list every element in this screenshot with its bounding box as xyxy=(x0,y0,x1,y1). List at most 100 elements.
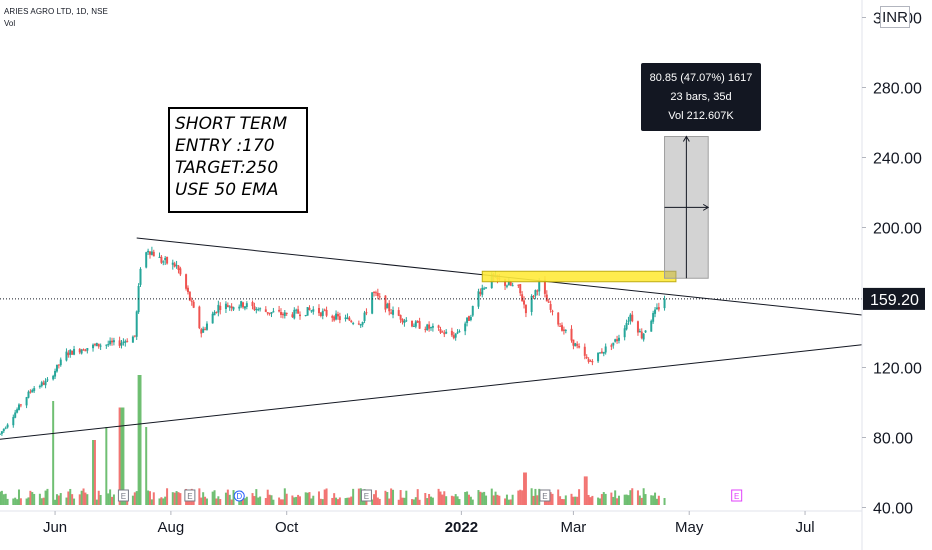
volume-bar xyxy=(266,489,269,505)
volume-bar xyxy=(458,499,461,505)
volume-bar xyxy=(177,492,180,505)
candle-body xyxy=(352,323,355,325)
volume-bar xyxy=(14,497,17,505)
dividend-marker xyxy=(233,490,245,502)
volume-bar xyxy=(418,499,421,505)
candle-body xyxy=(186,287,189,293)
volume-bar xyxy=(86,494,89,505)
drawings xyxy=(0,135,863,440)
candle-body xyxy=(636,321,639,333)
currency-badge[interactable]: INR xyxy=(880,6,910,28)
volume-bar xyxy=(82,488,85,505)
candle-body xyxy=(0,433,1,435)
last-price-label: 159.20 xyxy=(870,292,919,309)
volume-bar xyxy=(325,488,328,505)
volume-bar xyxy=(215,498,218,505)
time-tick-label: 2022 xyxy=(445,519,478,536)
volume-bar xyxy=(99,494,102,505)
measure-horizontal-arrowhead xyxy=(702,203,710,211)
volume-bar xyxy=(162,498,165,505)
candle-body xyxy=(242,302,245,308)
candle-body xyxy=(597,352,600,362)
volume-bar xyxy=(551,493,554,505)
candle-body xyxy=(591,361,594,363)
volume-indicator-label[interactable]: Vol xyxy=(4,19,16,28)
earnings-marker xyxy=(539,489,551,502)
candle-body xyxy=(469,316,472,321)
candle-body xyxy=(4,427,7,429)
candle-body xyxy=(483,288,486,290)
earnings-marker xyxy=(360,489,372,502)
volume-bar xyxy=(598,498,601,505)
volume-bar xyxy=(109,489,112,505)
candle-body xyxy=(259,308,262,310)
volume-bar xyxy=(65,497,68,505)
candle-body xyxy=(304,315,307,317)
volume-bar xyxy=(388,498,391,505)
volume-bar xyxy=(80,490,83,505)
price-axis[interactable]: 40.0080.00120.00200.00240.00280.00320.00… xyxy=(862,11,925,518)
candle-body xyxy=(245,303,248,307)
candle-body xyxy=(226,305,229,308)
candle-body xyxy=(131,336,134,343)
volume-bar xyxy=(481,492,484,505)
volume-bar xyxy=(95,499,98,505)
candle-body xyxy=(281,313,284,316)
volume-bar xyxy=(498,495,501,505)
candle-body xyxy=(557,312,560,325)
candle-body xyxy=(152,251,155,257)
volume-bar xyxy=(145,427,148,505)
volume-bar xyxy=(59,493,62,505)
symbol-title[interactable]: ARIES AGRO LTD, 1D, NSE xyxy=(4,7,108,16)
volume-bar xyxy=(412,499,415,505)
volume-bar xyxy=(585,476,588,505)
volume-bar xyxy=(640,497,643,505)
trade-note-box: SHORT TERM ENTRY :170 TARGET:250 USE 50 … xyxy=(168,107,308,213)
volume-bar xyxy=(625,494,628,505)
event-marker-label: E xyxy=(187,492,192,501)
volume-bar xyxy=(430,496,432,505)
candle-body xyxy=(73,349,76,355)
last-price-badge xyxy=(863,287,925,310)
volume-bar xyxy=(655,498,658,505)
candle-body xyxy=(509,281,512,286)
candle-body xyxy=(392,309,395,315)
candle-body xyxy=(92,344,95,349)
volume-bar xyxy=(631,488,634,505)
volume-bar xyxy=(173,492,176,505)
volume-bar xyxy=(44,490,47,505)
candle-body xyxy=(139,268,142,285)
volume-bar xyxy=(259,496,262,505)
candle-body xyxy=(228,306,231,308)
volume-bar xyxy=(255,489,258,505)
candle-body xyxy=(411,320,414,327)
volume-bar xyxy=(147,490,150,505)
candle-body xyxy=(202,328,205,333)
volume-bar xyxy=(456,496,459,505)
candle-body xyxy=(111,340,114,343)
candle-body xyxy=(158,256,161,258)
candle-body xyxy=(257,309,260,311)
candle-body xyxy=(359,324,362,326)
candle-body xyxy=(2,428,5,432)
volume-bar xyxy=(71,494,74,505)
volume-bar xyxy=(298,496,301,505)
candle-body xyxy=(67,352,70,356)
volume-bar xyxy=(17,489,20,505)
volume-bar xyxy=(416,489,419,505)
volume-bar xyxy=(152,492,155,505)
candle-body xyxy=(124,341,127,343)
volume-bar xyxy=(602,492,605,505)
candle-body xyxy=(401,319,404,322)
candle-body xyxy=(243,306,246,309)
time-axis[interactable]: Jun Aug Oct 2022 Mar May Jul xyxy=(43,511,815,536)
volume-bar xyxy=(112,494,115,505)
volume-bar xyxy=(230,499,233,505)
volume-bar xyxy=(280,499,283,505)
candle-body xyxy=(232,307,235,310)
measure-tooltip-volume: Vol 212.607K xyxy=(668,110,734,122)
measure-vertical-arrowhead xyxy=(682,135,690,142)
measure-tooltip-bars: 23 bars, 35d xyxy=(670,91,732,103)
volume-bar xyxy=(504,498,507,505)
